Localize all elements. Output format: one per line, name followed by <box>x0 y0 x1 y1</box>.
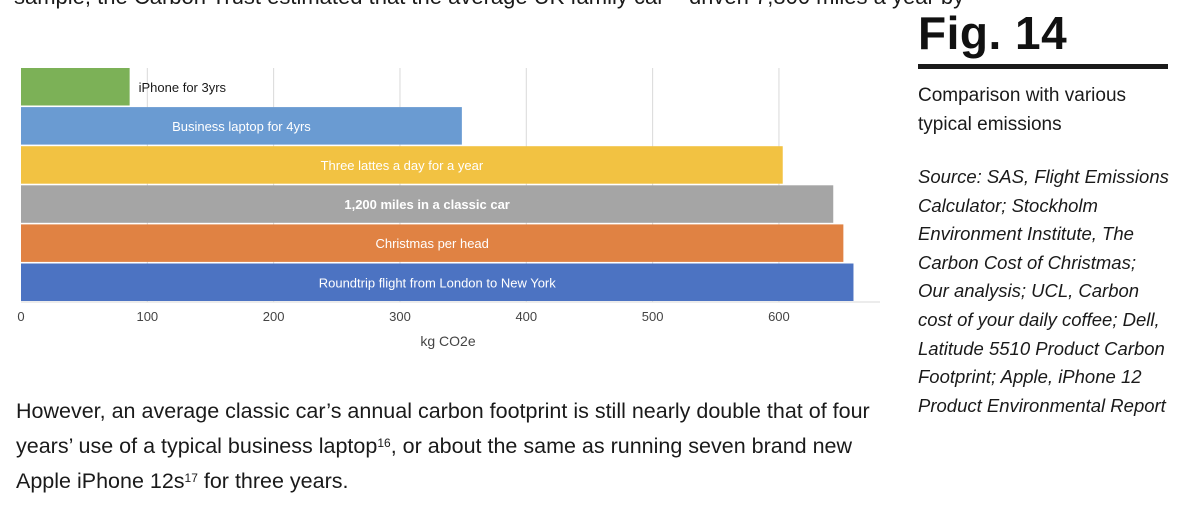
bar-4 <box>21 185 834 223</box>
x-tick-label-300: 300 <box>389 309 411 324</box>
bar-label-1: iPhone for 3yrs <box>139 80 227 95</box>
title-rule-divider <box>918 64 1168 69</box>
x-axis-tick-labels: 0 100 200 300 400 500 600 <box>17 309 789 324</box>
bar-6 <box>21 263 854 301</box>
x-tick-label-100: 100 <box>136 309 158 324</box>
chart-bars <box>21 68 854 301</box>
bar-3 <box>21 146 783 184</box>
body-text-part-2: , or about the same as running seven bra… <box>16 434 853 493</box>
footnote-ref-16[interactable]: 16 <box>377 436 391 450</box>
body-paragraph: However, an average classic car’s annual… <box>16 394 896 499</box>
bar-1 <box>21 68 130 106</box>
bar-label-3: Three lattes a day for a year <box>321 158 484 173</box>
x-axis-label: kg CO2e <box>420 333 475 349</box>
bar-label-6: Roundtrip flight from London to New York <box>319 275 557 290</box>
figure-label: Fig. 14 <box>918 7 1068 59</box>
chart-bar-labels: iPhone for 3yrs Business laptop for 4yrs T… <box>139 80 557 291</box>
body-text-part-3: for three years. <box>197 469 349 493</box>
x-tick-label-500: 500 <box>642 309 664 324</box>
figure-source-note: Source: SAS, Flight Emissions Calculator… <box>918 166 1169 416</box>
chart-gridlines <box>21 68 880 303</box>
bar-label-4: 1,200 miles in a classic car <box>344 197 510 212</box>
x-tick-label-0: 0 <box>17 309 24 324</box>
figure-sidebar: Fig. 14 Comparison with various typical … <box>918 6 1170 420</box>
body-text-part-1: However, an average classic car’s annual… <box>16 399 870 458</box>
x-tick-label-400: 400 <box>515 309 537 324</box>
x-tick-label-200: 200 <box>263 309 285 324</box>
emissions-bar-chart: iPhone for 3yrs Business laptop for 4yrs T… <box>17 68 880 349</box>
cut-off-top-text: sample, the Carbon Trust estimated that … <box>14 0 964 10</box>
bar-label-5: Christmas per head <box>375 236 488 251</box>
footnote-ref-17[interactable]: 17 <box>184 471 198 485</box>
bar-label-2: Business laptop for 4yrs <box>172 119 311 134</box>
bar-2 <box>21 107 462 145</box>
figure-subtitle: Comparison with various typical emission… <box>918 85 1127 135</box>
x-tick-label-600: 600 <box>768 309 790 324</box>
bar-5 <box>21 224 844 262</box>
